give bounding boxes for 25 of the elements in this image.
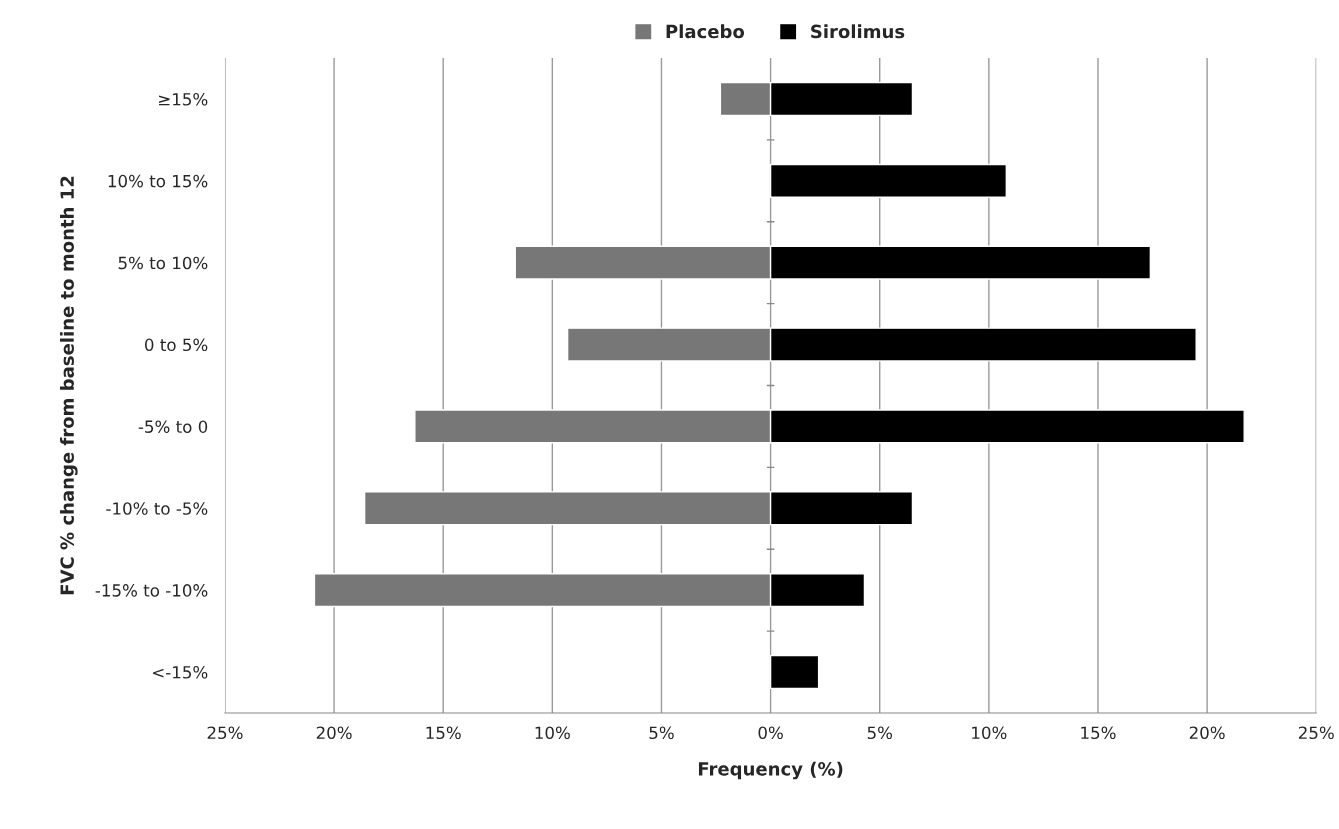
x-tick-label: 5% [867, 726, 893, 740]
y-axis-title: FVC % change from baseline to month 12 [60, 176, 78, 595]
x-tick-label: 10% [972, 726, 1007, 740]
legend-label: Sirolimus [811, 24, 905, 39]
y-tick-label: ≥15% [159, 92, 208, 106]
x-tick-label: 0% [758, 726, 783, 740]
bar [769, 163, 1008, 198]
bar [769, 654, 820, 690]
x-tick-label: 20% [1189, 726, 1225, 740]
y-tick-label: -10% to -5% [106, 502, 208, 515]
y-tick-label: -5% to 0 [138, 420, 208, 433]
y-tick-label: 10% to 15% [108, 174, 208, 188]
x-tick-label: 25% [1298, 726, 1334, 740]
x-tick-label: 10% [535, 726, 570, 740]
y-tick-label: -15% to -10% [95, 584, 208, 597]
y-tick-label: <-15% [153, 665, 208, 679]
legend-label: Placebo [666, 24, 745, 39]
y-tick-label: 5% to 10% [118, 256, 208, 270]
y-tick-label: 0 to 5% [145, 338, 208, 352]
x-axis-title: Frequency (%) [698, 761, 843, 780]
x-tick-label: 20% [316, 726, 352, 740]
x-tick-label: 15% [1081, 726, 1116, 740]
x-tick-label: 25% [207, 726, 243, 740]
x-tick-label: 5% [649, 726, 674, 740]
x-tick-label: 15% [426, 726, 461, 740]
